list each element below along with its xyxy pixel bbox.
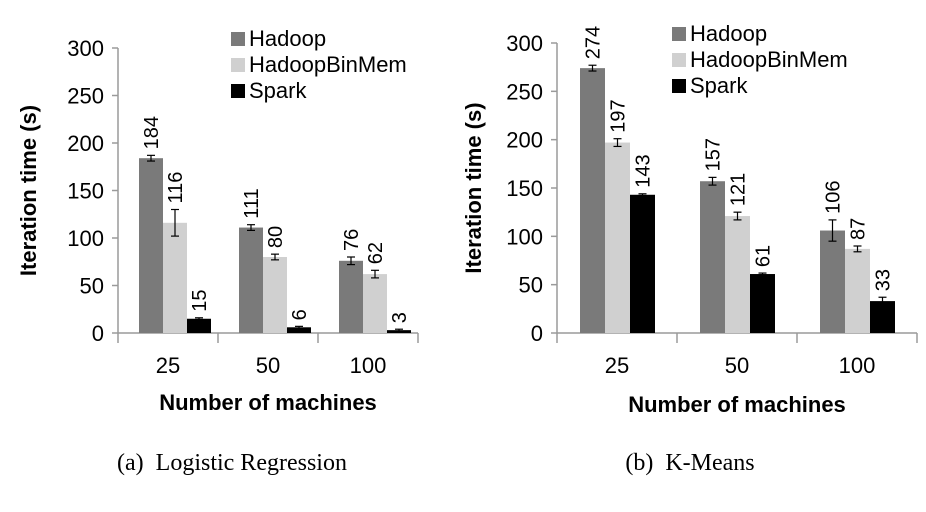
- x-axis-title: Number of machines: [628, 392, 846, 417]
- y-tick-label: 200: [67, 131, 104, 156]
- x-axis-title: Number of machines: [159, 390, 377, 415]
- data-label: 197: [608, 99, 630, 132]
- data-label: 87: [848, 218, 870, 240]
- figure-caption: (a) Logistic Regression: [117, 450, 347, 476]
- bar-hadoop: [700, 181, 725, 333]
- bar-hadoopbinmem: [163, 222, 187, 333]
- legend-swatch: [231, 84, 245, 98]
- data-label: 143: [633, 154, 655, 187]
- legend-label: Hadoop: [690, 21, 767, 46]
- y-tick-label: 150: [506, 176, 543, 201]
- legend-label: HadoopBinMem: [249, 52, 407, 77]
- data-label: 15: [189, 290, 211, 312]
- data-label: 157: [703, 138, 725, 171]
- x-tick-label: 25: [605, 353, 629, 378]
- data-label: 6: [289, 309, 311, 320]
- bar-spark: [750, 274, 775, 333]
- y-tick-label: 0: [531, 321, 543, 346]
- bar-hadoopbinmem: [605, 142, 630, 333]
- y-tick-label: 50: [80, 274, 104, 299]
- bar-hadoop: [239, 227, 263, 333]
- bar-spark: [187, 318, 211, 333]
- bar-hadoopbinmem: [845, 248, 870, 333]
- bar-hadoop: [820, 230, 845, 333]
- bar-spark: [630, 194, 655, 333]
- x-tick-label: 25: [156, 353, 180, 378]
- x-tick-label: 50: [725, 353, 749, 378]
- y-tick-label: 50: [519, 273, 543, 298]
- data-label: 3: [389, 312, 411, 323]
- data-label: 116: [165, 172, 187, 204]
- legend-swatch: [231, 58, 245, 72]
- bar-hadoop: [139, 158, 163, 333]
- legend-swatch: [231, 32, 245, 46]
- bar-hadoop: [339, 260, 363, 333]
- data-label: 106: [823, 181, 845, 214]
- y-axis-title: Iteration time (s): [16, 105, 41, 276]
- y-tick-label: 200: [506, 128, 543, 153]
- figure-caption: (b) K-Means: [625, 450, 754, 476]
- data-label: 33: [873, 269, 895, 291]
- y-tick-label: 100: [506, 224, 543, 249]
- legend-swatch: [672, 53, 686, 67]
- bar-spark: [287, 327, 311, 333]
- bar-hadoopbinmem: [263, 257, 287, 333]
- y-tick-label: 0: [92, 321, 104, 346]
- data-label: 111: [241, 188, 263, 218]
- data-label: 80: [265, 226, 287, 248]
- legend-label: HadoopBinMem: [690, 47, 848, 72]
- bar-hadoopbinmem: [363, 274, 387, 333]
- bar-hadoopbinmem: [725, 216, 750, 333]
- legend-label: Spark: [249, 78, 307, 103]
- legend-label: Spark: [690, 73, 748, 98]
- data-label: 76: [341, 229, 363, 251]
- x-tick-label: 50: [256, 353, 280, 378]
- data-label: 62: [365, 242, 387, 264]
- x-tick-label: 100: [350, 353, 387, 378]
- data-label: 274: [583, 26, 605, 59]
- bar-hadoop: [580, 68, 605, 333]
- data-label: 184: [141, 116, 163, 149]
- bar-spark: [870, 301, 895, 333]
- x-tick-label: 100: [839, 353, 876, 378]
- y-tick-label: 300: [506, 31, 543, 56]
- y-tick-label: 150: [67, 179, 104, 204]
- data-label: 121: [728, 173, 750, 206]
- y-tick-label: 100: [67, 226, 104, 251]
- legend-swatch: [672, 27, 686, 41]
- y-tick-label: 300: [67, 36, 104, 61]
- y-axis-title: Iteration time (s): [461, 102, 486, 273]
- y-tick-label: 250: [67, 84, 104, 109]
- legend-swatch: [672, 79, 686, 93]
- legend-label: Hadoop: [249, 26, 326, 51]
- y-tick-label: 250: [506, 79, 543, 104]
- data-label: 61: [753, 245, 775, 267]
